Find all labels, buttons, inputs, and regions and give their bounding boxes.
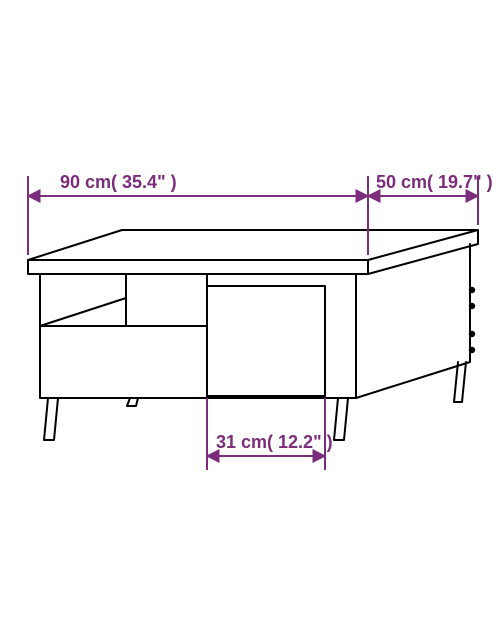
- furniture-dimension-diagram: 90 cm( 35.4" ) 50 cm( 19.7" ) 31 cm( 12.…: [0, 0, 500, 641]
- width-label: 90 cm( 35.4" ): [60, 172, 177, 192]
- dimension-annotations: 90 cm( 35.4" ) 50 cm( 19.7" ) 31 cm( 12.…: [28, 172, 493, 470]
- depth-label: 50 cm( 19.7" ): [376, 172, 493, 192]
- furniture-outline: [28, 230, 478, 440]
- door-label: 31 cm( 12.2" ): [216, 432, 333, 452]
